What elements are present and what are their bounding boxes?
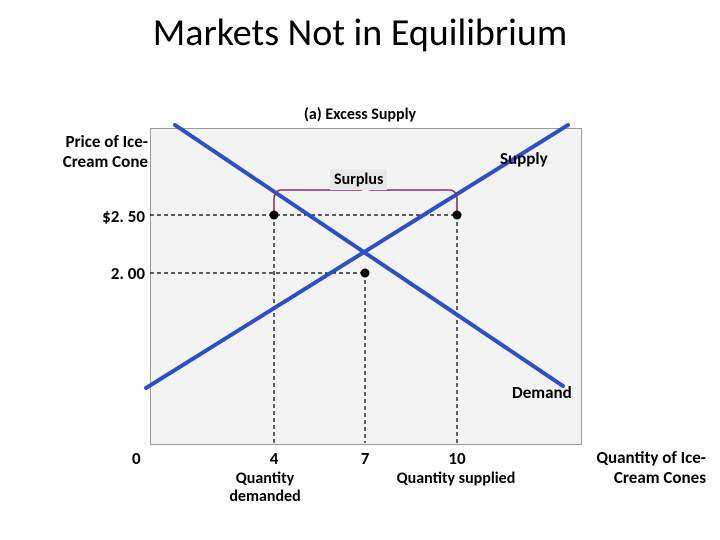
x-tick-4: 4 (254, 448, 294, 469)
y-tick-2-50: $2. 50 (90, 206, 145, 227)
x-tick-10: 10 (437, 448, 477, 469)
demand-label: Demand (512, 382, 572, 403)
x-tick-7: 7 (345, 448, 385, 469)
page-title: Markets Not in Equilibrium (0, 10, 720, 56)
surplus-label: Surplus (330, 169, 387, 190)
quantity-supplied-label: Quantity supplied (396, 470, 516, 488)
chart-subtitle: (a) Excess Supply (0, 105, 720, 124)
y-axis-title: Price of Ice-Cream Cone (48, 132, 148, 171)
supply-label: Supply (500, 148, 548, 169)
origin-label: 0 (132, 448, 141, 469)
x-axis-title: Quantity of Ice-Cream Cones (596, 448, 706, 487)
quantity-demanded-label: Quantity demanded (200, 470, 330, 505)
y-tick-2-00: 2. 00 (90, 263, 145, 284)
